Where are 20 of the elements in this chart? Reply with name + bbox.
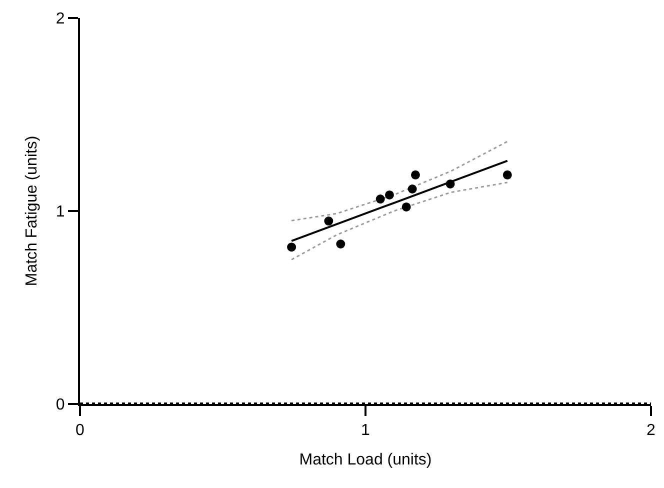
point	[446, 179, 455, 188]
y-tick-label: 1	[56, 204, 65, 221]
x-tick-label: 1	[361, 422, 370, 440]
y-axis-title: Match Fatigue (units)	[23, 136, 40, 286]
x-axis-title: Match Load (units)	[299, 451, 432, 468]
y-tick-label: 0	[56, 396, 65, 414]
point	[287, 242, 296, 252]
point	[410, 170, 420, 180]
x-tick-label: 2	[646, 422, 656, 440]
point	[336, 240, 346, 248]
y-tick-label: 2	[56, 10, 65, 28]
line-series	[290, 140, 508, 222]
point	[376, 194, 385, 204]
x-tick-label: 0	[76, 422, 85, 440]
point	[384, 190, 394, 200]
point	[502, 170, 512, 180]
line-series	[290, 182, 508, 260]
point	[402, 202, 411, 212]
point	[324, 216, 334, 226]
point	[408, 184, 417, 194]
